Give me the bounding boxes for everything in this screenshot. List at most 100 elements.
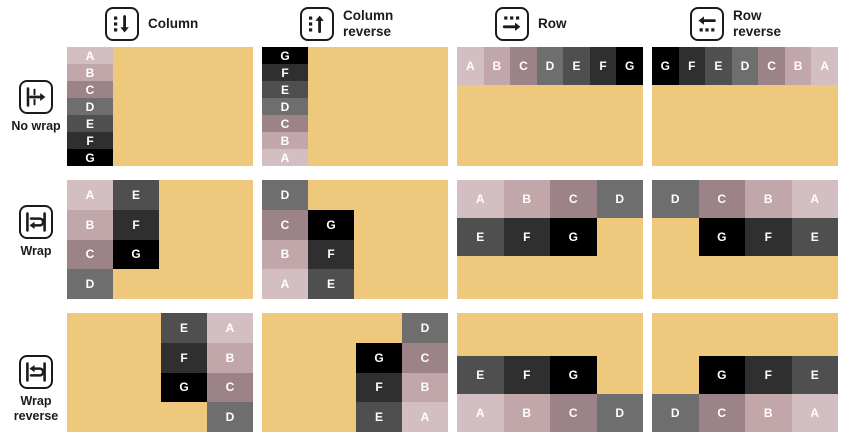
flex-item-b: B — [207, 342, 253, 373]
flex-item-b: B — [67, 209, 113, 240]
flex-item-d: D — [262, 98, 308, 115]
flex-item-a: A — [457, 180, 504, 218]
flex-item-g: G — [113, 239, 159, 270]
flex-item-b: B — [784, 47, 812, 85]
flex-item-e: E — [67, 115, 113, 132]
flex-item-b: B — [745, 394, 792, 432]
flex-item-b: B — [503, 394, 550, 432]
wrap-reverse-arrow-icon — [19, 355, 53, 389]
empty-slot — [652, 218, 699, 256]
flex-item-d: D — [402, 313, 448, 343]
flex-item-f: F — [161, 342, 207, 373]
column-header-column-reverse: Column reverse — [300, 2, 393, 46]
wrap-arrow-icon — [19, 205, 53, 239]
flex-item-c: C — [207, 372, 253, 403]
row-header-wrap: Wrap — [8, 205, 64, 259]
flex-item-e: E — [791, 218, 838, 256]
empty-slot — [161, 402, 207, 432]
flex-item-a: A — [262, 269, 308, 299]
flex-item-e: E — [308, 269, 354, 299]
flex-item-c: C — [758, 47, 785, 85]
flex-item-f: F — [113, 209, 159, 240]
flex-item-g: G — [262, 47, 308, 64]
flex-item-g: G — [652, 47, 679, 85]
flex-item-g: G — [550, 356, 597, 394]
empty-slot — [597, 218, 644, 256]
row-header-label: Wrap — [20, 244, 52, 258]
flex-item-b: B — [402, 372, 448, 403]
column-header-row-reverse: Row reverse — [690, 2, 781, 46]
flex-item-e: E — [457, 218, 504, 256]
flex-item-c: C — [67, 81, 113, 98]
row-header-label: Wrap reverse — [13, 394, 59, 423]
flex-item-e: E — [705, 47, 732, 85]
flex-item-d: D — [67, 269, 113, 299]
flex-item-c: C — [510, 47, 537, 85]
row-header-nowrap: No wrap — [8, 80, 64, 134]
flex-item-a: A — [67, 47, 113, 64]
arrow-left-with-dots-icon — [690, 7, 724, 41]
empty-slot — [652, 356, 699, 394]
flex-item-b: B — [262, 239, 308, 270]
flex-item-d: D — [207, 402, 253, 432]
flex-item-a: A — [811, 47, 838, 85]
flex-item-d: D — [596, 180, 643, 218]
flex-item-a: A — [207, 313, 253, 343]
empty-slot — [356, 313, 402, 343]
flex-item-g: G — [698, 356, 745, 394]
flex-item-f: F — [745, 218, 792, 256]
column-header-row: Row — [495, 2, 567, 46]
flex-item-f: F — [589, 47, 617, 85]
flex-item-a: A — [457, 394, 504, 432]
flex-item-e: E — [563, 47, 590, 85]
flex-item-f: F — [678, 47, 706, 85]
flex-item-b: B — [67, 64, 113, 81]
flex-item-b: B — [503, 180, 550, 218]
flex-item-b: B — [745, 180, 792, 218]
flex-item-g: G — [356, 342, 402, 373]
flex-item-g: G — [698, 218, 745, 256]
flex-item-f: F — [262, 64, 308, 81]
flex-item-d: D — [596, 394, 643, 432]
empty-slot — [113, 269, 159, 299]
flex-item-d: D — [652, 394, 699, 432]
flex-item-c: C — [262, 115, 308, 132]
flex-item-e: E — [356, 402, 402, 432]
flex-item-g: G — [161, 372, 207, 403]
flex-item-a: A — [67, 180, 113, 210]
flex-item-g: G — [67, 149, 113, 166]
flex-item-f: F — [745, 356, 792, 394]
flex-item-d: D — [536, 47, 564, 85]
flex-item-e: E — [457, 356, 504, 394]
flex-item-f: F — [308, 239, 354, 270]
flex-item-f: F — [67, 132, 113, 149]
column-header-label: Row reverse — [733, 8, 782, 39]
column-header-label: Row — [538, 16, 567, 32]
flex-item-a: A — [262, 149, 308, 166]
flex-item-e: E — [791, 356, 838, 394]
